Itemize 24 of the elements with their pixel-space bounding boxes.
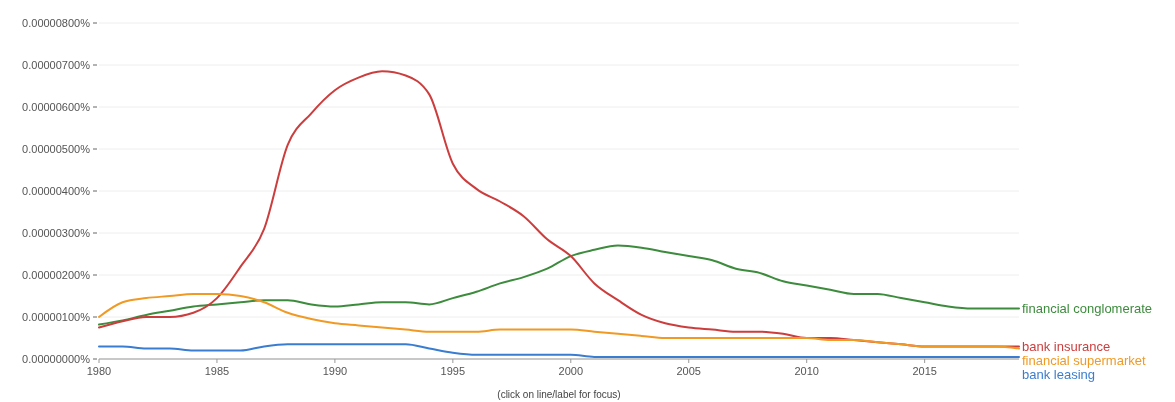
y-tick-label: 0.00000300% xyxy=(22,226,91,239)
line-series xyxy=(98,292,1020,350)
x-tick-label: 1995 xyxy=(440,365,466,377)
y-tick-label: 0.00000500% xyxy=(22,142,91,155)
x-tick-label: 2000 xyxy=(558,365,584,377)
text: (click on line/label for focus) xyxy=(497,389,621,400)
y-tick-label: 0.00000100% xyxy=(22,310,91,323)
x-tick-label: 2005 xyxy=(676,365,701,377)
y-tick-label: 0.00000400% xyxy=(22,184,91,197)
x-tick-label: 2015 xyxy=(912,365,937,377)
y-tick-label: 0.00000000% xyxy=(22,352,91,365)
y-tick-label: 0.00000800% xyxy=(22,16,91,29)
x-tick-label: 2010 xyxy=(794,365,819,377)
series-label: financial supermarket xyxy=(1022,352,1146,368)
series-label: bank insurance xyxy=(1022,338,1111,354)
y-tick-label: 0.00000600% xyxy=(22,100,91,113)
y-tick-label: 0.00000700% xyxy=(22,58,91,71)
series-label: financial conglomerate xyxy=(1022,301,1153,317)
series-label: bank leasing xyxy=(1022,366,1095,382)
x-tick-label: 1985 xyxy=(204,365,230,377)
y-tick-label: 0.00000200% xyxy=(22,268,91,281)
x-tick-label: 1990 xyxy=(322,365,348,377)
line-series xyxy=(98,244,1020,326)
x-tick-label: 1980 xyxy=(86,365,112,377)
